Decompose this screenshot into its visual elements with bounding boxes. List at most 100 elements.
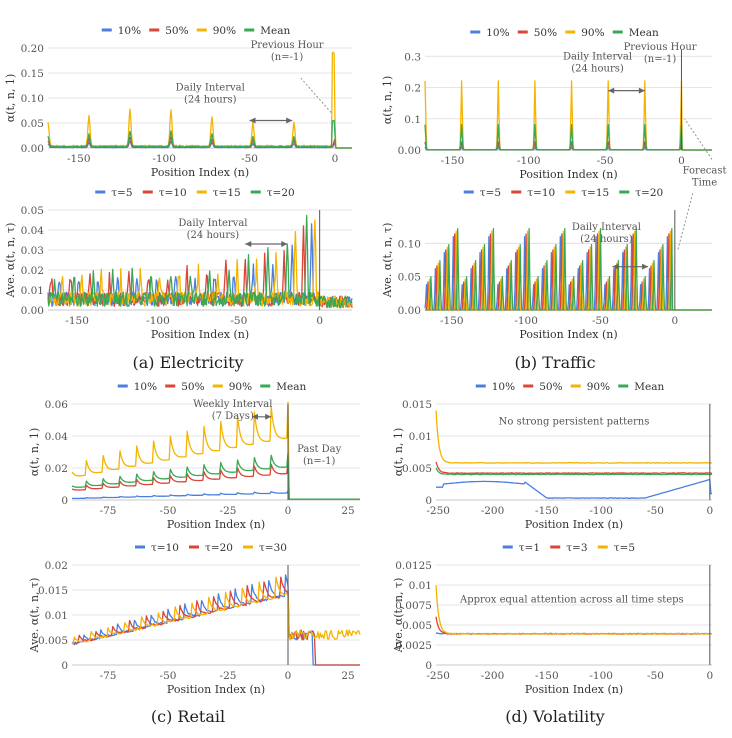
legend-entry: τ=1 (502, 542, 540, 554)
x-axis-label: Position Index (n) (519, 168, 617, 181)
x-axis-label: Position Index (n) (151, 328, 249, 341)
legend-label: 50% (539, 381, 562, 393)
x-tick-label: -50 (160, 670, 177, 682)
legend-entry: τ=30 (243, 542, 287, 554)
y-tick-label: 0.06 (45, 399, 69, 411)
legend-label: τ=20 (205, 542, 233, 554)
x-tick-label: -150 (65, 315, 89, 327)
chart-traffic-bottom: 0.00 0.05 0.10 -150 -100 -50 0 Position Index (… (381, 165, 726, 341)
annotation-pointer (684, 118, 713, 160)
annotation-text: (24 hours) (580, 234, 633, 245)
y-axis-label: α(t, n, 1) (392, 428, 405, 477)
legend-entry: τ=15 (565, 187, 609, 199)
x-tick-label: 0 (285, 670, 292, 682)
series-line-Mean (71, 452, 360, 500)
legend-entry: 90% (196, 25, 236, 37)
legend-entry: τ=5 (95, 187, 133, 199)
legend-entry: τ=15 (196, 187, 241, 199)
x-tick-label: 0 (671, 315, 678, 327)
y-tick-label: 0.00 (21, 143, 44, 155)
arrow-head (612, 263, 619, 270)
y-tick-label: 0.01 (21, 285, 44, 297)
series-line-90% (435, 410, 712, 464)
y-tick-label: 0.0125 (395, 560, 432, 572)
legend-entry: 10% (475, 381, 515, 393)
series-line-Mean (435, 467, 712, 476)
chart-vol-bottom: 0 0.0025 0.005 0.0075 0.01 0.0125 -250 -200 -150… (392, 542, 713, 696)
legend-entry: τ=10 (511, 187, 555, 199)
legend-entry: Mean (260, 381, 306, 393)
annotation-text: Daily Interval (572, 222, 641, 233)
legend-label: τ=3 (566, 542, 587, 554)
chart-vol-top: 0 0.005 0.01 0.015 -250 -200 -150 -100 -50 0 Posit… (392, 381, 713, 531)
annotation-text: Forecast (683, 165, 727, 176)
chart-traffic-top: 0.00 0.1 0.2 0.3 -150 -100 -50 0 Position Index … (381, 27, 713, 181)
y-tick-label: 0.1 (404, 114, 421, 126)
legend-label: τ=10 (527, 187, 555, 199)
x-tick-label: -100 (517, 155, 541, 167)
annotation-text: (n=-1) (303, 456, 335, 467)
x-tick-label: -75 (100, 670, 117, 682)
y-axis-label: Ave. α(t, n, τ) (28, 578, 41, 654)
y-tick-label: 0.3 (404, 51, 421, 63)
series-line-τ=5 (435, 585, 712, 635)
y-axis-label: α(t, n, 1) (4, 74, 17, 123)
legend-label: 50% (165, 25, 188, 37)
chart-retail-bottom: 0 0.005 0.01 0.015 0.02 -75 -50 -25 0 25 Position … (28, 542, 361, 696)
annotation-text: (n=-1) (644, 54, 676, 65)
x-tick-label: -150 (440, 315, 464, 327)
legend-label: 50% (181, 381, 204, 393)
legend-entry: Mean (244, 25, 290, 37)
annotation-text: No strong persistent patterns (499, 416, 650, 427)
arrow-head (642, 263, 649, 270)
legend-entry: 50% (149, 25, 189, 37)
annotation-text: (24 hours) (184, 95, 237, 106)
legend-label: 10% (492, 381, 515, 393)
legend-label: τ=10 (151, 542, 179, 554)
x-tick-label: 0 (706, 670, 713, 682)
legend-label: 90% (581, 27, 604, 39)
y-tick-label: 0.00 (21, 305, 44, 317)
legend-label: τ=15 (213, 187, 241, 199)
x-tick-label: -50 (230, 315, 247, 327)
y-tick-label: 0.02 (45, 560, 68, 572)
y-tick-label: 0.04 (45, 431, 69, 443)
y-tick-label: 0 (61, 660, 68, 672)
y-axis-label: Ave. α(t, n, τ) (4, 223, 17, 299)
arrow-head (638, 87, 645, 94)
x-tick-label: 0 (285, 505, 292, 517)
y-tick-label: 0.015 (402, 399, 432, 411)
arrow-head (245, 241, 252, 247)
series-line-Mean (47, 119, 352, 149)
legend-label: Mean (634, 381, 664, 393)
legend-entry: τ=20 (619, 187, 663, 199)
annotation-text: Daily Interval (563, 51, 632, 62)
x-axis-label: Position Index (n) (525, 518, 623, 531)
chart-elec-bottom: 0.00 0.01 0.02 0.03 0.04 0.05 -150 -100 -50 0 Posi… (4, 187, 353, 341)
legend-label: 90% (213, 25, 236, 37)
legend-entry: τ=10 (135, 542, 179, 554)
x-tick-label: -100 (589, 670, 613, 682)
y-tick-label: 0.05 (398, 272, 421, 284)
arrow-head (249, 117, 256, 124)
legend-label: τ=20 (635, 187, 663, 199)
legend-entry: 10% (470, 27, 510, 39)
y-tick-label: 0.02 (21, 265, 44, 277)
y-tick-label: 0 (425, 495, 432, 507)
x-axis-label: Position Index (n) (167, 518, 265, 531)
y-tick-label: 0 (61, 495, 68, 507)
x-tick-label: -50 (647, 505, 664, 517)
legend-entry: 10% (101, 25, 141, 37)
arrow-head (252, 413, 258, 420)
x-tick-label: -50 (592, 315, 609, 327)
x-axis-label: Position Index (n) (151, 166, 249, 179)
legend-label: 10% (118, 25, 141, 37)
y-tick-label: 0.015 (38, 585, 68, 597)
legend-label: 90% (229, 381, 252, 393)
annotation-text: (24 hours) (571, 63, 624, 74)
series-line-90% (424, 80, 712, 151)
arrow-head (608, 87, 615, 94)
caption-volatility: (d) Volatility (505, 707, 604, 726)
caption-electricity: (a) Electricity (132, 353, 243, 372)
